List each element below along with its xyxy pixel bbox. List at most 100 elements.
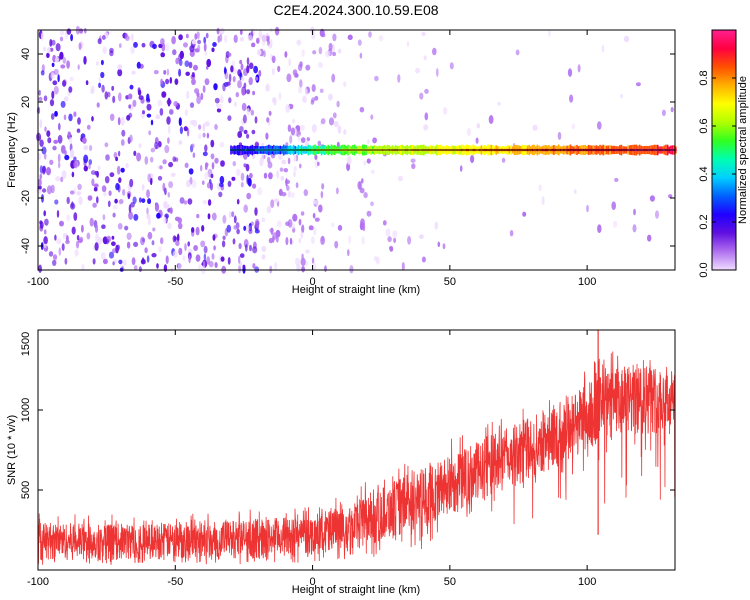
noise-point [293,171,296,177]
noise-point [210,173,214,179]
noise-point [238,255,241,264]
noise-point [226,81,231,86]
noise-point [232,60,235,68]
noise-point [62,57,67,64]
noise-point [153,70,159,75]
snr-frame [37,329,676,571]
noise-point [189,102,195,108]
noise-point [287,219,293,228]
noise-point [122,189,126,196]
noise-point [248,225,251,231]
noise-point [424,112,429,121]
noise-point [124,33,128,38]
noise-point [292,118,296,124]
noise-point [174,78,179,85]
noise-point [312,212,316,219]
noise-point [40,70,45,76]
noise-point [227,115,232,121]
spectrogram-ytick-label: -40 [20,238,32,254]
noise-point [249,244,252,252]
noise-point [70,34,73,42]
noise-point [240,63,244,71]
noise-point [388,245,394,251]
noise-point [127,193,131,200]
noise-point [132,196,137,204]
noise-point [285,237,289,246]
noise-point [597,121,602,130]
noise-point [411,163,416,170]
noise-point [159,165,163,170]
noise-point [312,50,317,55]
snr-xtick-label: -50 [167,576,183,588]
noise-point [385,228,391,237]
noise-point [204,51,208,56]
noise-point [225,51,230,58]
noise-point [220,95,224,104]
noise-point [249,172,253,179]
noise-point [49,99,55,107]
noise-point [169,109,174,115]
noise-point [49,159,54,165]
noise-point [207,199,212,206]
noise-point [152,227,156,232]
noise-point [223,66,227,75]
noise-point [160,78,164,85]
noise-point [332,51,336,57]
noise-point [236,228,240,235]
noise-point [183,200,188,205]
noise-point [187,241,190,247]
noise-point [58,247,62,256]
noise-point [470,155,475,163]
noise-point [202,132,206,138]
noise-point [160,38,165,45]
noise-point [47,137,52,144]
colorbar-tick-label: 0.8 [698,70,710,85]
noise-point [235,92,239,98]
noise-point [100,252,106,260]
noise-point [104,176,110,184]
noise-point [475,137,479,144]
noise-point [297,134,301,143]
noise-point [96,196,99,204]
noise-point [38,264,42,273]
noise-point [109,172,115,178]
noise-point [278,153,283,160]
noise-point [179,50,184,60]
noise-point [265,35,269,42]
noise-point [111,241,116,246]
noise-point [227,257,231,265]
spectrogram-ytick-label: 40 [20,48,32,60]
noise-point [434,221,439,230]
noise-point [59,51,64,60]
noise-point [53,68,59,76]
noise-point [204,162,208,171]
noise-point [370,201,374,207]
noise-point [38,178,42,187]
noise-point [241,87,246,96]
noise-point [233,225,238,230]
noise-point [258,30,263,40]
spectrogram-ytick-label: 20 [20,96,32,108]
noise-point [111,235,115,240]
noise-point [265,83,270,92]
noise-point [251,42,256,48]
noise-point [52,259,57,266]
noise-point [101,35,106,40]
noise-point [69,76,74,82]
noise-point [138,266,142,273]
noise-point [245,244,248,252]
noise-point [56,210,60,218]
noise-point [46,130,51,138]
noise-point [292,213,298,222]
noise-point [295,154,299,162]
noise-point [55,43,61,52]
noise-point [292,69,298,76]
noise-point [57,134,63,144]
noise-point [121,129,126,137]
noise-point [216,108,222,113]
noise-point [146,93,150,102]
noise-point [649,195,656,202]
noise-point [436,68,439,77]
noise-point [193,64,198,71]
